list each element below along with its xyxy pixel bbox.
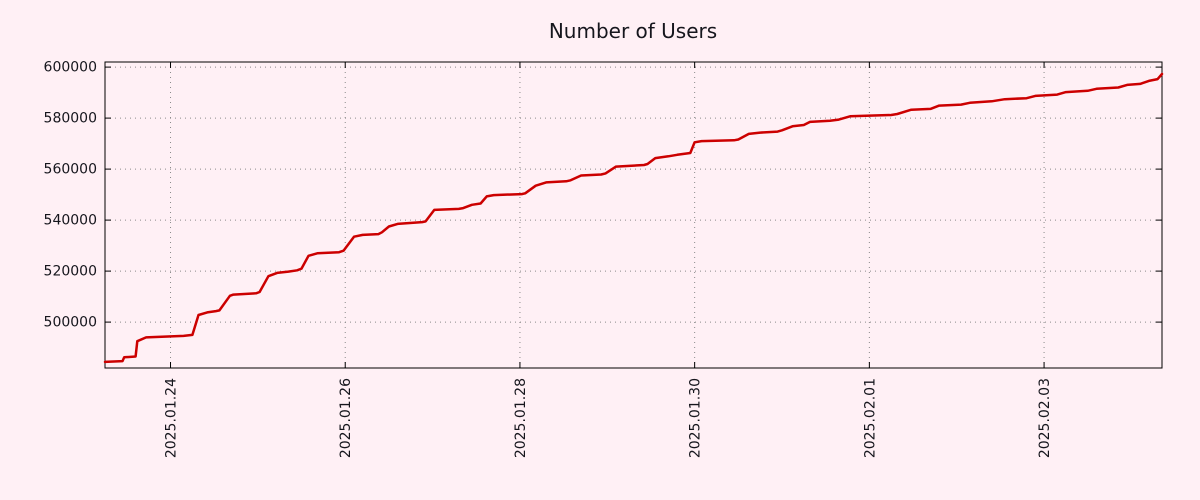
x-tick-labels: 2025.01.24 2025.01.26 2025.01.28 2025.01.30… <box>163 378 1053 458</box>
users-series-line <box>103 72 1164 364</box>
svg-text:560000: 560000 <box>44 162 97 178</box>
svg-text:2025.01.26: 2025.01.26 <box>338 378 354 458</box>
svg-text:2025.02.03: 2025.02.03 <box>1037 378 1053 458</box>
chart-title: Number of Users <box>549 19 717 43</box>
svg-text:600000: 600000 <box>44 60 97 76</box>
svg-text:520000: 520000 <box>44 264 97 280</box>
svg-text:500000: 500000 <box>44 315 97 331</box>
plot-border <box>104 61 1163 369</box>
svg-text:580000: 580000 <box>44 111 97 127</box>
svg-text:2025.01.24: 2025.01.24 <box>163 378 179 458</box>
svg-text:540000: 540000 <box>44 213 97 229</box>
svg-text:2025.01.30: 2025.01.30 <box>688 378 704 458</box>
svg-text:2025.02.01: 2025.02.01 <box>862 378 878 458</box>
y-tick-labels: 500000 520000 540000 560000 580000 600000 <box>44 60 97 331</box>
axis-tick-marks <box>105 62 1162 368</box>
svg-text:2025.01.28: 2025.01.28 <box>513 378 529 458</box>
grid-lines <box>105 62 1162 368</box>
